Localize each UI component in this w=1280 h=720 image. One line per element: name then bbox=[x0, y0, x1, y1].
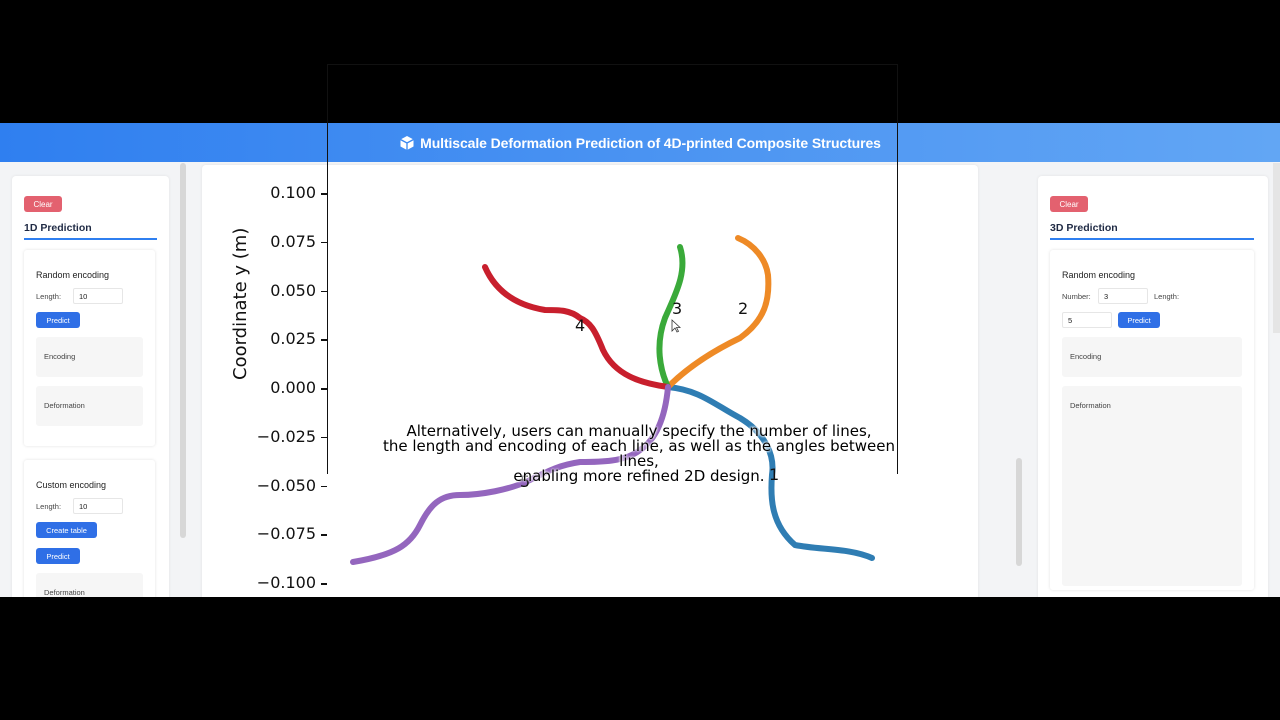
y-tick-label: 0.025 bbox=[270, 329, 316, 349]
length-input[interactable]: 10 bbox=[73, 288, 123, 304]
curve-line-4 bbox=[482, 264, 671, 390]
random-encoding-title: Random encoding bbox=[36, 270, 110, 280]
y-tick-label: −0.025 bbox=[256, 426, 316, 446]
line-label-3: 3 bbox=[672, 299, 683, 318]
deformation-output: Deformation bbox=[36, 573, 143, 597]
custom-encoding-card-1d: Custom encoding Length: 10 Create table … bbox=[24, 460, 155, 597]
predict-button[interactable]: Predict bbox=[1118, 312, 1160, 328]
left-panel-1d: Clear 1D Prediction Random encoding Leng… bbox=[12, 176, 169, 597]
letterbox-top bbox=[0, 0, 1280, 123]
center-scrollbar[interactable] bbox=[1016, 458, 1022, 566]
length-input[interactable]: 10 bbox=[73, 498, 123, 514]
clear-button-1d[interactable]: Clear bbox=[24, 196, 62, 212]
section-title-3d: 3D Prediction bbox=[1050, 222, 1118, 234]
app-header: Multiscale Deformation Prediction of 4D-… bbox=[0, 123, 1280, 162]
deformation-output: Deformation bbox=[1062, 386, 1242, 586]
length-input[interactable]: 5 bbox=[1062, 312, 1112, 328]
plot-axes bbox=[327, 64, 898, 474]
cube-icon bbox=[399, 135, 415, 151]
y-tick-label: 0.000 bbox=[270, 378, 316, 397]
length-label: Length: bbox=[36, 292, 62, 301]
predict-button[interactable]: Predict bbox=[36, 312, 80, 328]
number-input[interactable]: 3 bbox=[1098, 288, 1148, 304]
section-underline bbox=[24, 238, 157, 240]
app-title: Multiscale Deformation Prediction of 4D-… bbox=[420, 134, 881, 151]
clear-button-3d[interactable]: Clear bbox=[1050, 196, 1088, 212]
y-tick-label: 0.075 bbox=[270, 231, 316, 251]
length-label: Length: bbox=[1154, 292, 1180, 301]
section-title-1d: 1D Prediction bbox=[24, 222, 92, 234]
line-label-1: 1 bbox=[769, 465, 780, 484]
subtitle-line-2: the length and encoding of each line, as… bbox=[383, 437, 895, 470]
section-underline bbox=[1050, 238, 1254, 240]
right-panel-3d: Clear 3D Prediction Random encoding Numb… bbox=[1038, 176, 1268, 597]
video-subtitle: Alternatively, users can manually specif… bbox=[380, 424, 898, 484]
subtitle-line-3: enabling more refined 2D design. bbox=[513, 467, 765, 485]
y-tick-label: −0.050 bbox=[256, 475, 316, 495]
y-tick-label: −0.075 bbox=[256, 524, 316, 544]
random-encoding-title: Random encoding bbox=[1062, 270, 1136, 280]
line-label-2: 2 bbox=[738, 299, 749, 318]
y-tick-mark bbox=[321, 583, 327, 585]
mouse-cursor-icon bbox=[671, 319, 682, 338]
y-tick-mark bbox=[321, 388, 327, 390]
predict-button[interactable]: Predict bbox=[36, 548, 80, 564]
length-label: Length: bbox=[36, 502, 62, 511]
y-tick-mark bbox=[321, 241, 327, 244]
letterbox-bottom bbox=[0, 597, 1280, 720]
create-table-button[interactable]: Create table bbox=[36, 522, 97, 538]
page-scrollbar[interactable] bbox=[1273, 163, 1280, 333]
custom-encoding-title: Custom encoding bbox=[36, 480, 107, 490]
y-tick-mark bbox=[321, 193, 327, 195]
curve-line-5 bbox=[350, 384, 671, 565]
number-label: Number: bbox=[1062, 292, 1091, 301]
plot-panel-2d bbox=[202, 165, 978, 597]
y-tick-label: 0.100 bbox=[270, 183, 316, 202]
y-tick-label: 0.050 bbox=[270, 280, 316, 300]
app-window: Multiscale Deformation Prediction of 4D-… bbox=[0, 123, 1280, 597]
y-tick-label: −0.100 bbox=[256, 573, 316, 592]
curve-line-2 bbox=[665, 235, 772, 390]
y-tick-mark bbox=[321, 485, 327, 487]
y-tick-mark bbox=[321, 534, 327, 536]
line-label-4: 4 bbox=[575, 316, 586, 335]
left-scrollbar[interactable] bbox=[180, 163, 186, 538]
deformation-output: Deformation bbox=[36, 386, 143, 426]
encoding-output: Encoding bbox=[36, 337, 143, 377]
random-encoding-card-3d: Random encoding Number: 3 Length: 5 Pred… bbox=[1050, 250, 1254, 590]
y-tick-mark bbox=[321, 436, 327, 439]
line-label-5: 5 bbox=[520, 472, 531, 491]
subtitle-line-1: Alternatively, users can manually specif… bbox=[406, 422, 872, 440]
y-tick-mark bbox=[321, 290, 327, 292]
random-encoding-card-1d: Random encoding Length: 10 Predict Encod… bbox=[24, 250, 155, 446]
encoding-output: Encoding bbox=[1062, 337, 1242, 377]
curve-line-1 bbox=[665, 384, 875, 561]
curve-line-3 bbox=[656, 244, 686, 390]
y-tick-mark bbox=[321, 339, 327, 341]
